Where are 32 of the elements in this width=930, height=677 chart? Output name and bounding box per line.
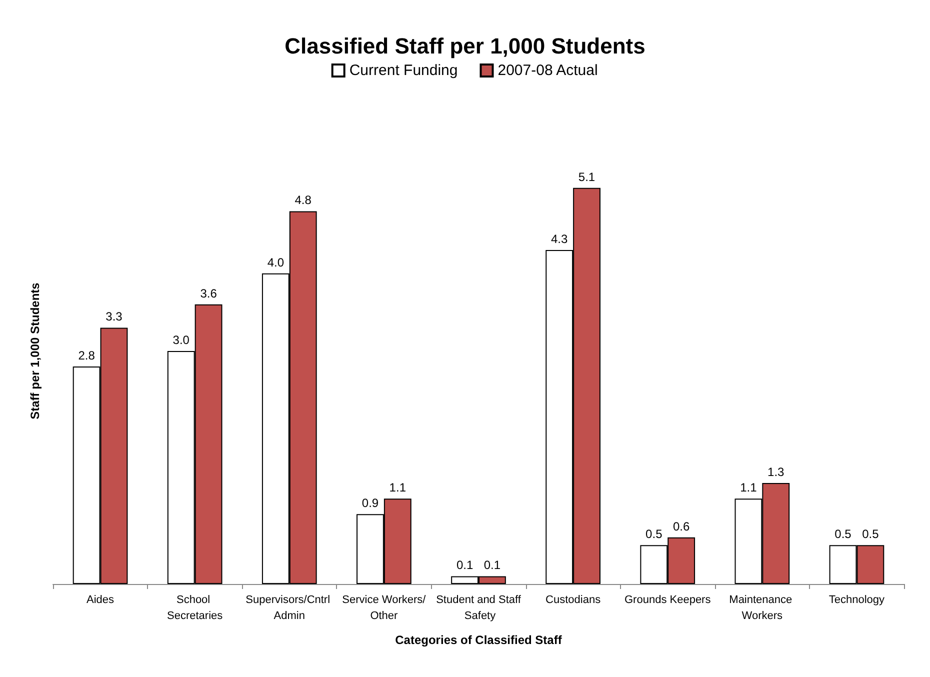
- data-label: 5.1: [578, 170, 596, 184]
- data-label: 3.0: [172, 333, 190, 347]
- data-label: 0.5: [834, 527, 852, 542]
- x-tick-label: Student and Staff Safety: [436, 594, 522, 622]
- x-tick-label: Grounds Keepers: [624, 594, 712, 606]
- data-label: 0.9: [362, 496, 379, 510]
- x-tick-label: Maintenance Workers: [729, 594, 796, 622]
- x-tick-label: Service Workers/Other: [342, 594, 427, 622]
- data-label: 4.3: [551, 232, 568, 246]
- data-label: 3.3: [106, 310, 123, 324]
- x-tick-label: Aides: [86, 594, 115, 606]
- y-axis-title: Staff per 1,000 Students: [28, 282, 42, 420]
- data-label: 2.8: [78, 348, 96, 363]
- data-label: 1.3: [768, 465, 785, 480]
- data-label: 4.8: [294, 193, 312, 208]
- chart-title: Classified Staff per 1,000 Students: [284, 34, 646, 58]
- data-label: 1.1: [740, 480, 758, 495]
- data-label: 0.1: [456, 558, 474, 572]
- x-tick-label: Supervisors/Cntrl Admin: [246, 594, 334, 622]
- data-label: 3.6: [200, 286, 218, 300]
- data-label: 0.5: [862, 527, 880, 542]
- data-label: 0.6: [672, 519, 690, 534]
- data-label: 0.1: [484, 558, 501, 572]
- data-label: 4.0: [267, 255, 284, 270]
- x-axis-title: Categories of Classified Staff: [395, 633, 563, 647]
- data-label: 0.5: [646, 527, 663, 542]
- x-tick-label: Custodians: [546, 594, 602, 606]
- legend-label: 2007-08 Actual: [498, 62, 598, 79]
- x-tick-label: School Secretaries: [167, 594, 224, 622]
- data-label: 1.1: [389, 480, 406, 495]
- x-tick-label: Technology: [828, 594, 886, 606]
- legend-label: Current Funding: [349, 62, 458, 79]
